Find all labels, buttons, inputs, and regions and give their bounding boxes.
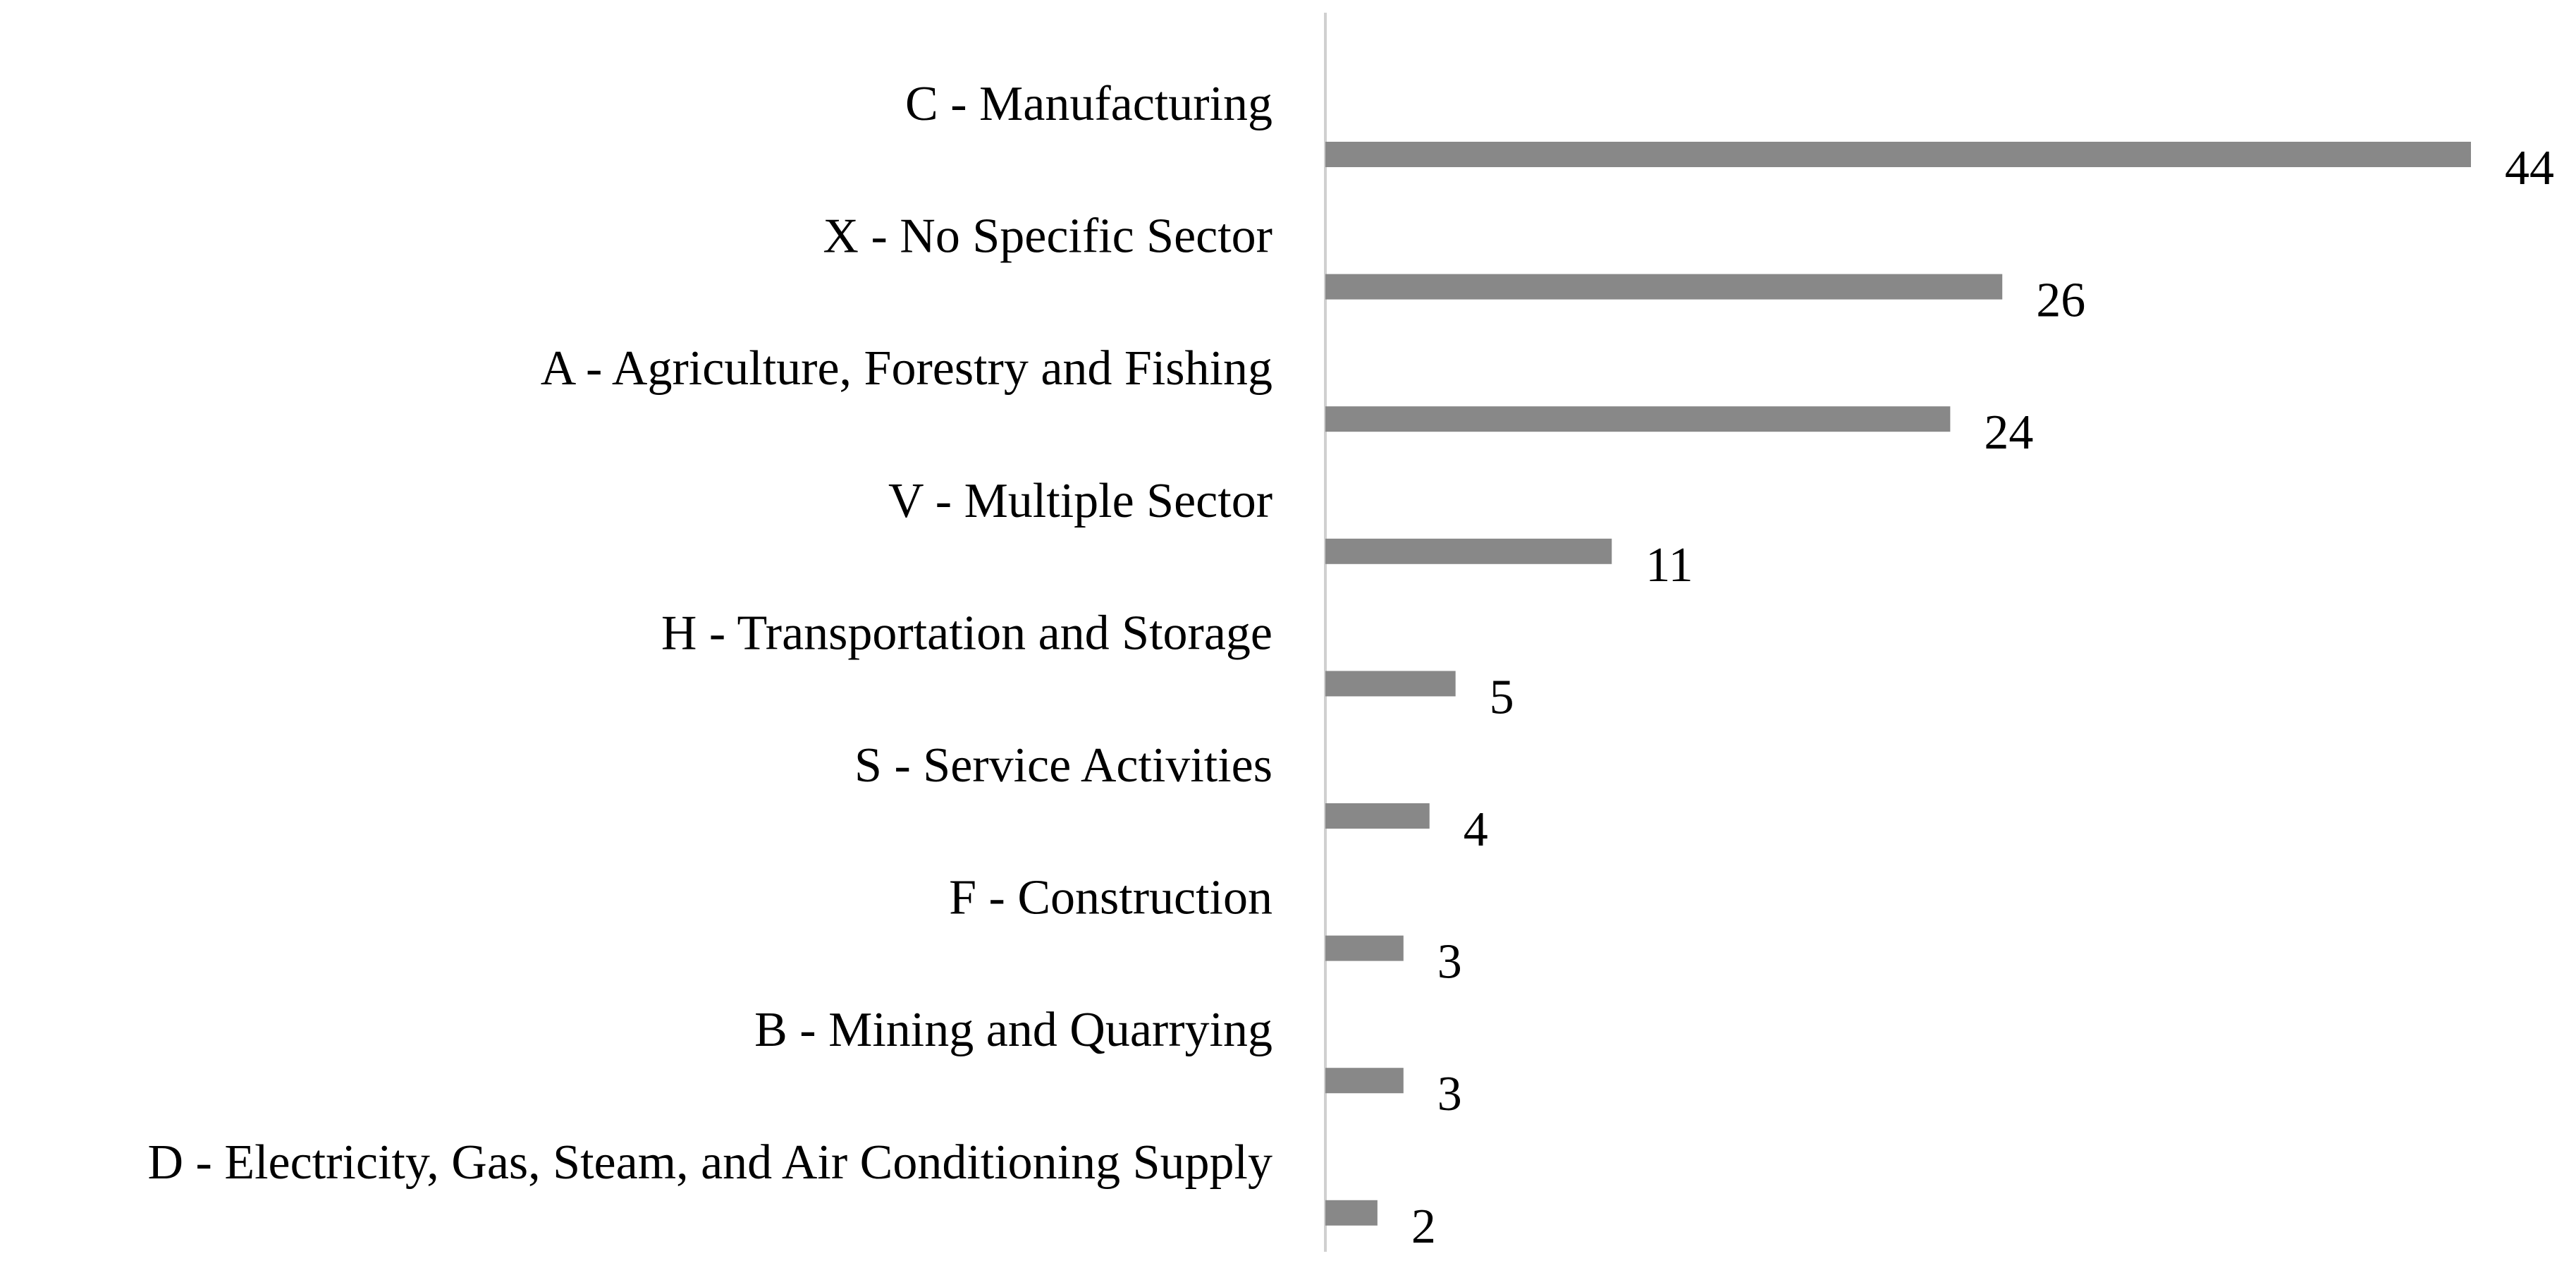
bar-7 bbox=[1325, 1068, 1404, 1094]
value-label-3: 11 bbox=[1645, 538, 1693, 592]
category-labels-group: C - Manufacturing X - No Specific Sector A… bbox=[147, 77, 1272, 1190]
bar-3 bbox=[1325, 538, 1612, 564]
value-label-2: 24 bbox=[1984, 406, 2033, 460]
value-label-6: 3 bbox=[1437, 935, 1462, 989]
value-label-5: 4 bbox=[1464, 803, 1488, 857]
bar-8 bbox=[1325, 1200, 1378, 1226]
category-label-0: C - Manufacturing bbox=[905, 77, 1272, 131]
category-label-3: V - Multiple Sector bbox=[888, 474, 1272, 528]
value-label-0: 44 bbox=[2505, 141, 2554, 195]
category-label-5: S - Service Activities bbox=[854, 738, 1272, 793]
bar-2 bbox=[1325, 406, 1951, 432]
bar-0 bbox=[1325, 142, 2471, 167]
bar-4 bbox=[1325, 671, 1456, 697]
category-label-7: B - Mining and Quarrying bbox=[754, 1003, 1272, 1057]
value-label-1: 26 bbox=[2036, 274, 2085, 328]
category-label-6: F - Construction bbox=[949, 871, 1272, 925]
category-label-4: H - Transportation and Storage bbox=[661, 606, 1272, 660]
category-label-8: D - Electricity, Gas, Steam, and Air Con… bbox=[147, 1135, 1272, 1190]
value-labels-group: 44 26 24 11 5 4 3 3 2 bbox=[1411, 141, 2554, 1254]
value-label-7: 3 bbox=[1437, 1067, 1462, 1121]
value-label-8: 2 bbox=[1411, 1200, 1436, 1254]
bar-1 bbox=[1325, 274, 2003, 300]
category-label-2: A - Agriculture, Forestry and Fishing bbox=[541, 341, 1272, 396]
bar-5 bbox=[1325, 803, 1430, 829]
value-label-4: 5 bbox=[1490, 670, 1514, 724]
category-label-1: X - No Specific Sector bbox=[823, 209, 1272, 264]
bars-group bbox=[1325, 142, 2471, 1226]
bar-6 bbox=[1325, 935, 1404, 961]
